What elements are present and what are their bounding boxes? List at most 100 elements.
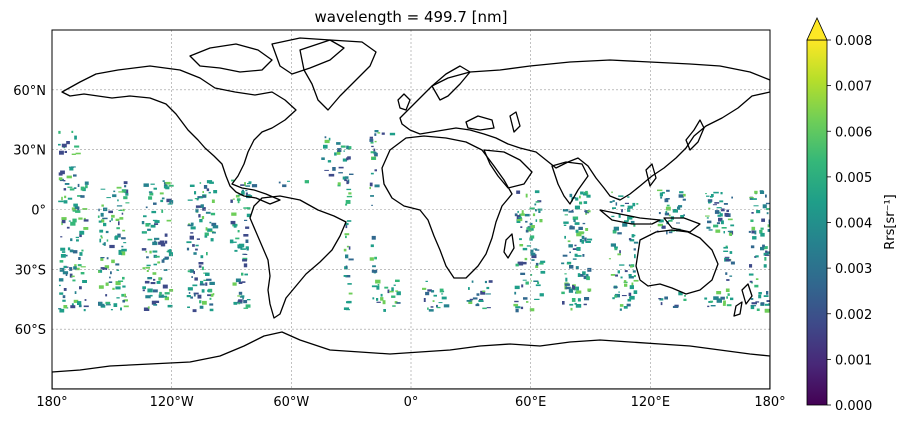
rrs-pixel	[707, 220, 712, 224]
rrs-pixel	[148, 196, 153, 200]
rrs-pixel	[70, 305, 76, 309]
rrs-pixel	[755, 255, 759, 258]
rrs-pixel	[237, 194, 244, 196]
rrs-pixel	[229, 239, 234, 244]
rrs-pixel	[198, 214, 201, 218]
rrs-pixel	[482, 307, 487, 310]
rrs-pixel	[627, 216, 633, 220]
rrs-pixel	[768, 219, 770, 224]
rrs-pixel	[146, 256, 149, 259]
rrs-pixel	[82, 280, 87, 283]
rrs-pixel	[662, 225, 666, 229]
rrs-pixel	[186, 241, 192, 244]
rrs-pixel	[529, 308, 535, 312]
rrs-pixel	[75, 267, 80, 271]
rrs-pixel	[587, 288, 592, 292]
rrs-pixel	[758, 292, 762, 295]
rrs-pixel	[718, 217, 723, 222]
rrs-pixel	[621, 209, 623, 213]
rrs-pixel	[530, 225, 535, 229]
rrs-pixel	[515, 263, 519, 267]
rrs-pixel	[624, 283, 628, 287]
rrs-pixel	[530, 252, 536, 256]
rrs-pixel	[763, 264, 767, 268]
rrs-pixel	[190, 296, 193, 299]
rrs-pixel	[63, 265, 67, 269]
rrs-pixel	[750, 305, 755, 310]
rrs-pixel	[337, 184, 341, 187]
rrs-pixel	[517, 218, 523, 222]
rrs-pixel	[105, 230, 109, 234]
rrs-pixel	[248, 181, 252, 183]
rrs-pixel	[626, 303, 631, 307]
rrs-pixel	[58, 278, 64, 282]
rrs-pixel	[716, 298, 722, 303]
rrs-pixel	[111, 214, 115, 218]
rrs-pixel	[771, 202, 775, 205]
rrs-pixel	[660, 196, 663, 199]
rrs-pixel	[469, 298, 474, 301]
rrs-pixel	[530, 280, 532, 282]
rrs-pixel	[201, 289, 205, 293]
rrs-pixel	[212, 293, 215, 296]
rrs-pixel	[147, 238, 153, 241]
rrs-pixel	[200, 280, 204, 284]
rrs-pixel	[122, 208, 125, 212]
rrs-pixel	[633, 290, 638, 294]
rrs-pixel	[775, 302, 777, 306]
rrs-pixel	[337, 148, 342, 152]
rrs-pixel	[719, 211, 721, 214]
colorbar[interactable]: 0.000 0.001 0.002 0.003 0.004 0.005 0.006 0.007…	[806, 17, 898, 414]
rrs-pixel	[97, 215, 100, 218]
rrs-pixel	[751, 198, 757, 200]
rrs-pixel	[515, 308, 519, 313]
rrs-pixel	[751, 226, 756, 231]
rrs-pixel	[568, 210, 574, 213]
rrs-pixel	[765, 202, 770, 205]
rrs-pixel	[436, 304, 438, 308]
rrs-pixel	[672, 305, 679, 308]
rrs-pixel	[238, 243, 245, 248]
rrs-pixel	[714, 210, 720, 214]
rrs-pixel	[63, 180, 66, 182]
rrs-pixel	[514, 213, 518, 217]
rrs-pixel	[205, 211, 211, 214]
rrs-pixel	[521, 284, 524, 288]
rrs-pixel	[60, 254, 66, 258]
rrs-pixel	[535, 219, 538, 222]
rrs-pixel	[522, 261, 527, 265]
rrs-pixel	[396, 302, 401, 304]
rrs-pixel	[764, 303, 770, 306]
rrs-pixel	[150, 224, 156, 228]
rrs-pixel	[719, 213, 723, 217]
rrs-pixel	[771, 156, 775, 158]
rrs-pixel	[235, 237, 240, 240]
rrs-pixel	[710, 305, 716, 307]
rrs-pixel	[679, 191, 684, 194]
rrs-pixel	[471, 280, 474, 283]
rrs-pixel	[709, 300, 714, 303]
rrs-pixel	[349, 173, 354, 175]
rrs-pixel	[775, 160, 777, 161]
rrs-pixel	[751, 212, 754, 214]
rrs-pixel	[62, 299, 66, 302]
rrs-pixel	[245, 304, 251, 308]
rrs-pixel	[143, 307, 150, 311]
rrs-pixel	[76, 239, 79, 242]
rrs-pixel	[193, 252, 197, 255]
rrs-pixel	[190, 232, 194, 234]
rrs-pixel	[345, 203, 348, 206]
rrs-pixel	[121, 251, 126, 256]
rrs-pixel	[71, 275, 75, 278]
rrs-pixel	[188, 292, 191, 294]
rrs-pixel	[539, 262, 544, 265]
map-axes[interactable]: 180° 120°W 60°W 0° 60°E 120°E 180° 60°N 30°N 0° 30…	[13, 29, 786, 410]
rrs-pixel	[633, 248, 636, 251]
rrs-pixel	[370, 151, 376, 154]
rrs-pixel	[65, 254, 68, 257]
rrs-pixel	[232, 282, 237, 286]
rrs-pixel	[539, 219, 543, 223]
rrs-pixel	[672, 209, 678, 213]
rrs-pixel	[118, 191, 124, 193]
rrs-pixel	[576, 255, 582, 257]
